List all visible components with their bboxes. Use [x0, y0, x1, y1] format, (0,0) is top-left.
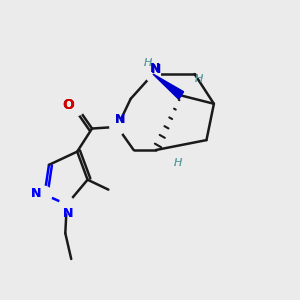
- Text: O: O: [62, 98, 74, 112]
- Text: N: N: [150, 61, 161, 75]
- Text: N: N: [63, 207, 74, 220]
- Text: H: H: [174, 158, 182, 168]
- Text: H: H: [195, 74, 203, 84]
- Text: H: H: [195, 74, 203, 84]
- Text: N: N: [31, 188, 41, 200]
- Text: N: N: [151, 63, 161, 76]
- Text: N: N: [31, 188, 41, 200]
- Text: H: H: [143, 58, 152, 68]
- Polygon shape: [153, 74, 184, 99]
- Circle shape: [37, 186, 52, 203]
- Text: O: O: [62, 98, 74, 112]
- Text: H: H: [174, 158, 182, 168]
- Text: N: N: [63, 207, 74, 220]
- Text: N: N: [115, 113, 125, 126]
- Circle shape: [59, 196, 74, 213]
- Circle shape: [146, 66, 160, 82]
- Text: N: N: [115, 113, 125, 126]
- Circle shape: [70, 99, 85, 115]
- Text: H: H: [143, 58, 152, 68]
- Circle shape: [110, 118, 125, 135]
